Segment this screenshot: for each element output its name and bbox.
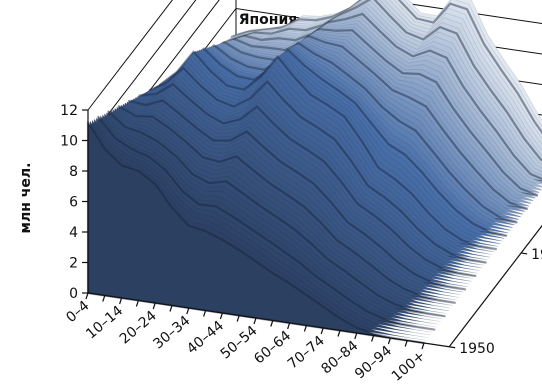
x-tick-mark (320, 327, 324, 335)
grid-line (87, 0, 173, 111)
y-tick-label: 2 (69, 256, 78, 272)
depth-tick-mark (521, 252, 528, 255)
y-tick-label: 8 (69, 164, 78, 180)
x-tick-label: 0–4 (63, 298, 92, 326)
depth-tick-label: 1950 (459, 341, 495, 357)
x-tick-label: 100+ (389, 348, 429, 385)
surface-slice-1950 (86, 121, 426, 345)
x-tick-mark (219, 312, 223, 320)
x-tick-mark (203, 310, 207, 317)
x-tick-mark (287, 322, 291, 330)
y-tick-label: 6 (69, 195, 78, 211)
x-axis-line (87, 292, 450, 348)
x-tick-mark (337, 330, 341, 337)
x-tick-mark (135, 300, 139, 307)
x-tick-mark (236, 315, 240, 322)
depth-tick-mark (449, 346, 456, 349)
x-tick-mark (421, 342, 425, 350)
depth-axis-line (448, 224, 542, 348)
x-tick-mark (253, 317, 257, 325)
x-tick-mark (404, 340, 408, 347)
surface-layer (86, 0, 542, 345)
x-tick-mark (102, 295, 106, 302)
x-tick-mark (169, 305, 173, 312)
x-tick-mark (186, 307, 190, 315)
x-tick-mark (85, 292, 89, 300)
y-tick-label: 0 (69, 286, 78, 302)
y-tick-label: 10 (60, 134, 78, 150)
x-tick-mark (354, 332, 358, 340)
y-tick-label: 4 (69, 225, 78, 241)
x-tick-mark (303, 325, 307, 332)
x-tick-mark (371, 335, 375, 342)
depth-tick-label: 1985 (531, 247, 542, 263)
x-tick-mark (119, 297, 123, 305)
grid-line (87, 0, 197, 141)
y-axis-label: млн чел. (18, 163, 34, 234)
y-tick-label: 12 (60, 103, 78, 119)
x-tick-mark (387, 337, 391, 345)
x-tick-mark (270, 320, 274, 327)
x-tick-mark (152, 302, 156, 310)
chart-title: Япония (239, 12, 298, 28)
